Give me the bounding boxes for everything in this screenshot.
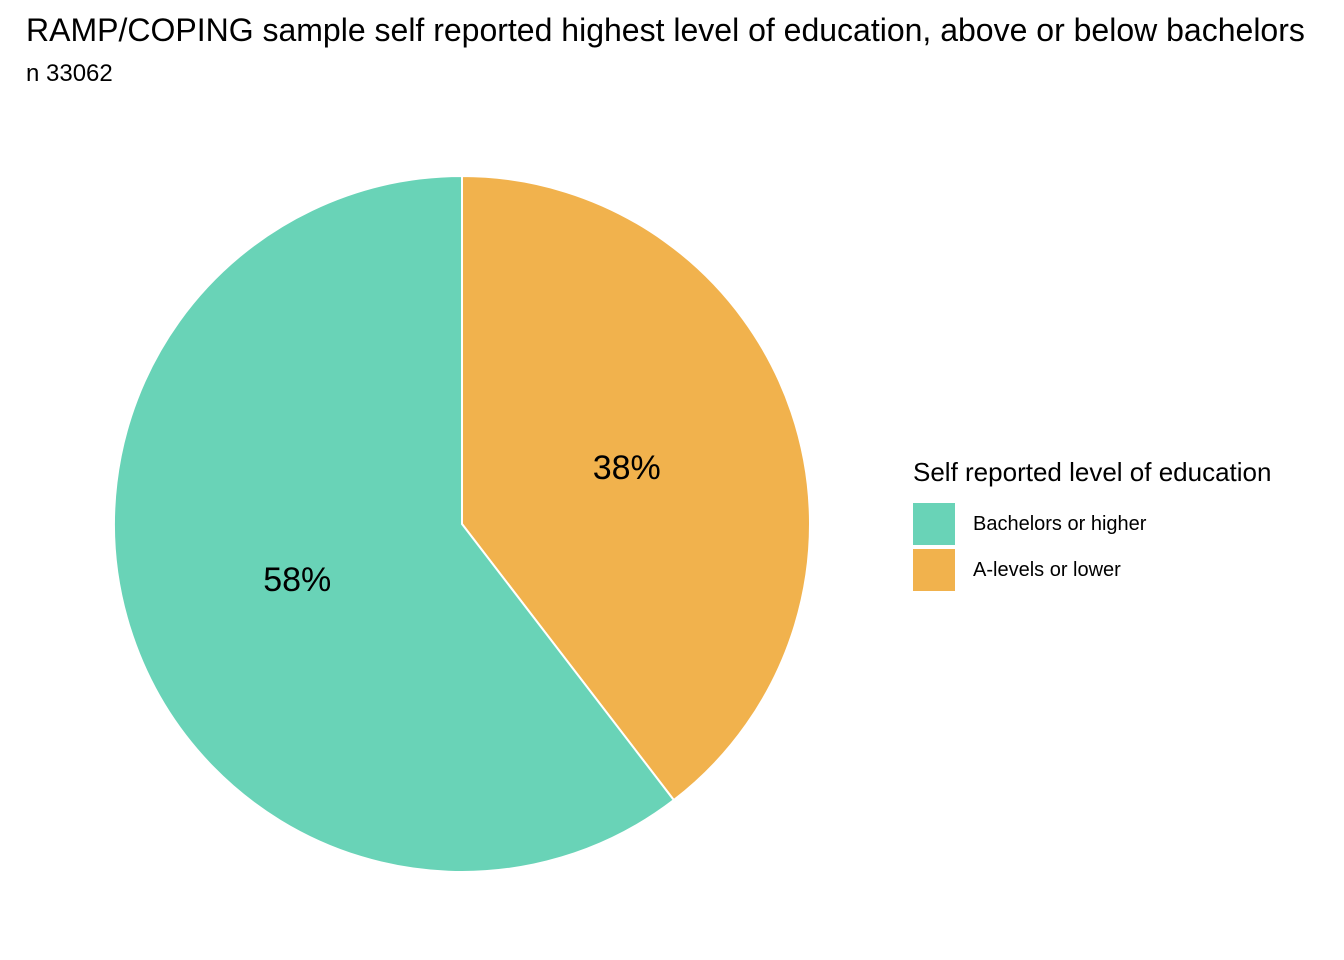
pie-slice-a-levels-or-lower <box>461 174 811 802</box>
legend-item-a-levels: A-levels or lower <box>913 547 1271 593</box>
legend-item-bachelors: Bachelors or higher <box>913 501 1271 547</box>
pie-label-a-levels-or-lower: 38% <box>593 449 661 487</box>
pie-slice-bachelors-or-higher <box>113 174 676 873</box>
legend-swatch-a-levels <box>913 549 955 591</box>
legend: Self reported level of education Bachelo… <box>913 455 1271 593</box>
pie-label-bachelors-or-higher: 58% <box>263 561 331 599</box>
chart-subtitle: n 33062 <box>26 60 113 87</box>
chart-title: RAMP/COPING sample self reported highest… <box>26 12 1305 48</box>
legend-label-bachelors: Bachelors or higher <box>973 512 1147 535</box>
legend-label-a-levels: A-levels or lower <box>973 558 1121 581</box>
legend-swatch-bachelors <box>913 503 955 545</box>
legend-title: Self reported level of education <box>913 457 1272 487</box>
